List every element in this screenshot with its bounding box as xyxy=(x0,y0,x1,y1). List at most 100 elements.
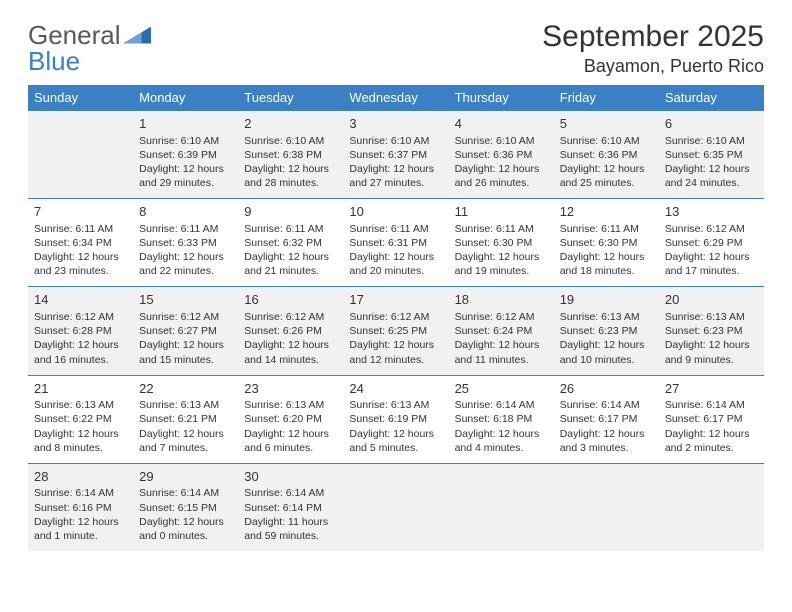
sunset-text: Sunset: 6:23 PM xyxy=(560,324,653,338)
sunrise-text: Sunrise: 6:14 AM xyxy=(139,486,232,500)
logo-triangle-icon xyxy=(123,26,151,46)
sunset-text: Sunset: 6:34 PM xyxy=(34,236,127,250)
sunrise-text: Sunrise: 6:14 AM xyxy=(665,398,758,412)
calendar-week-row: 14Sunrise: 6:12 AMSunset: 6:28 PMDayligh… xyxy=(28,287,764,375)
calendar-cell: 2Sunrise: 6:10 AMSunset: 6:38 PMDaylight… xyxy=(238,111,343,199)
sunset-text: Sunset: 6:19 PM xyxy=(349,412,442,426)
sunset-text: Sunset: 6:30 PM xyxy=(560,236,653,250)
sunrise-text: Sunrise: 6:14 AM xyxy=(244,486,337,500)
sunset-text: Sunset: 6:33 PM xyxy=(139,236,232,250)
day-number: 2 xyxy=(244,115,337,133)
calendar-cell: 21Sunrise: 6:13 AMSunset: 6:22 PMDayligh… xyxy=(28,375,133,463)
sunset-text: Sunset: 6:20 PM xyxy=(244,412,337,426)
sunrise-text: Sunrise: 6:12 AM xyxy=(455,310,548,324)
daylight-text: Daylight: 12 hours and 25 minutes. xyxy=(560,162,653,190)
daylight-text: Daylight: 12 hours and 14 minutes. xyxy=(244,338,337,366)
day-number: 19 xyxy=(560,291,653,309)
calendar-week-row: 1 Sunrise: 6:10 AM Sunset: 6:39 PM Daylight… xyxy=(28,111,764,199)
day-number: 10 xyxy=(349,203,442,221)
daylight-text: Daylight: 12 hours and 22 minutes. xyxy=(139,250,232,278)
sunrise-text: Sunrise: 6:10 AM xyxy=(455,134,548,148)
daylight-text: Daylight: 12 hours and 9 minutes. xyxy=(665,338,758,366)
daylight-text: Daylight: 12 hours and 21 minutes. xyxy=(244,250,337,278)
sunset-text: Sunset: 6:18 PM xyxy=(455,412,548,426)
sunrise-text: Sunrise: 6:13 AM xyxy=(349,398,442,412)
daylight-text: Daylight: 12 hours and 28 minutes. xyxy=(244,162,337,190)
daylight-text: Daylight: 12 hours and 17 minutes. xyxy=(665,250,758,278)
daylight-text: Daylight: 12 hours and 26 minutes. xyxy=(455,162,548,190)
day-number: 25 xyxy=(455,380,548,398)
sunset-text: Sunset: 6:37 PM xyxy=(349,148,442,162)
month-title: September 2025 xyxy=(542,20,764,54)
calendar-week-row: 7Sunrise: 6:11 AMSunset: 6:34 PMDaylight… xyxy=(28,199,764,287)
calendar-cell: 13Sunrise: 6:12 AMSunset: 6:29 PMDayligh… xyxy=(659,199,764,287)
daylight-text: Daylight: 12 hours and 20 minutes. xyxy=(349,250,442,278)
sunrise-text: Sunrise: 6:10 AM xyxy=(560,134,653,148)
daylight-text: Daylight: 12 hours and 18 minutes. xyxy=(560,250,653,278)
sunset-text: Sunset: 6:14 PM xyxy=(244,501,337,515)
calendar-cell: 29Sunrise: 6:14 AMSunset: 6:15 PMDayligh… xyxy=(133,463,238,551)
sunrise-text: Sunrise: 6:10 AM xyxy=(244,134,337,148)
sunrise-text: Sunrise: 6:12 AM xyxy=(139,310,232,324)
calendar-cell: 3Sunrise: 6:10 AMSunset: 6:37 PMDaylight… xyxy=(343,111,448,199)
sunset-text: Sunset: 6:17 PM xyxy=(560,412,653,426)
day-header: Sunday xyxy=(28,85,133,111)
day-number: 24 xyxy=(349,380,442,398)
day-number: 1 xyxy=(139,115,232,133)
sunset-text: Sunset: 6:30 PM xyxy=(455,236,548,250)
sunrise-text: Sunrise: 6:12 AM xyxy=(34,310,127,324)
sunset-text: Sunset: 6:35 PM xyxy=(665,148,758,162)
day-number: 17 xyxy=(349,291,442,309)
daylight-text: Daylight: 12 hours and 1 minute. xyxy=(34,515,127,543)
daylight-text: Daylight: 12 hours and 2 minutes. xyxy=(665,427,758,455)
day-number: 22 xyxy=(139,380,232,398)
day-number: 26 xyxy=(560,380,653,398)
daylight-text: Daylight: 12 hours and 7 minutes. xyxy=(139,427,232,455)
day-header: Wednesday xyxy=(343,85,448,111)
sunrise-text: Sunrise: 6:14 AM xyxy=(560,398,653,412)
sunrise-text: Sunrise: 6:10 AM xyxy=(349,134,442,148)
day-number: 11 xyxy=(455,203,548,221)
calendar-cell xyxy=(554,463,659,551)
logo-text-blue: Blue xyxy=(28,46,80,77)
sunrise-text: Sunrise: 6:14 AM xyxy=(455,398,548,412)
day-number: 9 xyxy=(244,203,337,221)
location: Bayamon, Puerto Rico xyxy=(542,56,764,77)
sunset-text: Sunset: 6:39 PM xyxy=(139,148,232,162)
daylight-text: Daylight: 12 hours and 27 minutes. xyxy=(349,162,442,190)
daylight-text: Daylight: 12 hours and 10 minutes. xyxy=(560,338,653,366)
sunrise-text: Sunrise: 6:11 AM xyxy=(349,222,442,236)
sunset-text: Sunset: 6:29 PM xyxy=(665,236,758,250)
calendar-cell: 11Sunrise: 6:11 AMSunset: 6:30 PMDayligh… xyxy=(449,199,554,287)
daylight-text: Daylight: 12 hours and 0 minutes. xyxy=(139,515,232,543)
daylight-text: Daylight: 11 hours and 59 minutes. xyxy=(244,515,337,543)
calendar-cell: 15Sunrise: 6:12 AMSunset: 6:27 PMDayligh… xyxy=(133,287,238,375)
sunrise-text: Sunrise: 6:13 AM xyxy=(665,310,758,324)
sunrise-text: Sunrise: 6:11 AM xyxy=(139,222,232,236)
sunset-text: Sunset: 6:36 PM xyxy=(455,148,548,162)
day-number: 18 xyxy=(455,291,548,309)
day-number: 20 xyxy=(665,291,758,309)
sunrise-text: Sunrise: 6:12 AM xyxy=(665,222,758,236)
calendar-cell: 27Sunrise: 6:14 AMSunset: 6:17 PMDayligh… xyxy=(659,375,764,463)
daylight-text: Daylight: 12 hours and 23 minutes. xyxy=(34,250,127,278)
sunset-text: Sunset: 6:32 PM xyxy=(244,236,337,250)
calendar-header-row: Sunday Monday Tuesday Wednesday Thursday… xyxy=(28,85,764,111)
calendar-cell: 8Sunrise: 6:11 AMSunset: 6:33 PMDaylight… xyxy=(133,199,238,287)
calendar-cell: 14Sunrise: 6:12 AMSunset: 6:28 PMDayligh… xyxy=(28,287,133,375)
calendar-cell: 5Sunrise: 6:10 AMSunset: 6:36 PMDaylight… xyxy=(554,111,659,199)
sunrise-text: Sunrise: 6:14 AM xyxy=(34,486,127,500)
daylight-text: Daylight: 12 hours and 3 minutes. xyxy=(560,427,653,455)
sunset-text: Sunset: 6:17 PM xyxy=(665,412,758,426)
daylight-text: Daylight: 12 hours and 16 minutes. xyxy=(34,338,127,366)
day-number: 21 xyxy=(34,380,127,398)
calendar-cell: 26Sunrise: 6:14 AMSunset: 6:17 PMDayligh… xyxy=(554,375,659,463)
day-header: Tuesday xyxy=(238,85,343,111)
calendar-cell: 4Sunrise: 6:10 AMSunset: 6:36 PMDaylight… xyxy=(449,111,554,199)
calendar-cell: 19Sunrise: 6:13 AMSunset: 6:23 PMDayligh… xyxy=(554,287,659,375)
calendar-week-row: 21Sunrise: 6:13 AMSunset: 6:22 PMDayligh… xyxy=(28,375,764,463)
day-number: 4 xyxy=(455,115,548,133)
day-number: 29 xyxy=(139,468,232,486)
day-number: 12 xyxy=(560,203,653,221)
daylight-text: Daylight: 12 hours and 8 minutes. xyxy=(34,427,127,455)
